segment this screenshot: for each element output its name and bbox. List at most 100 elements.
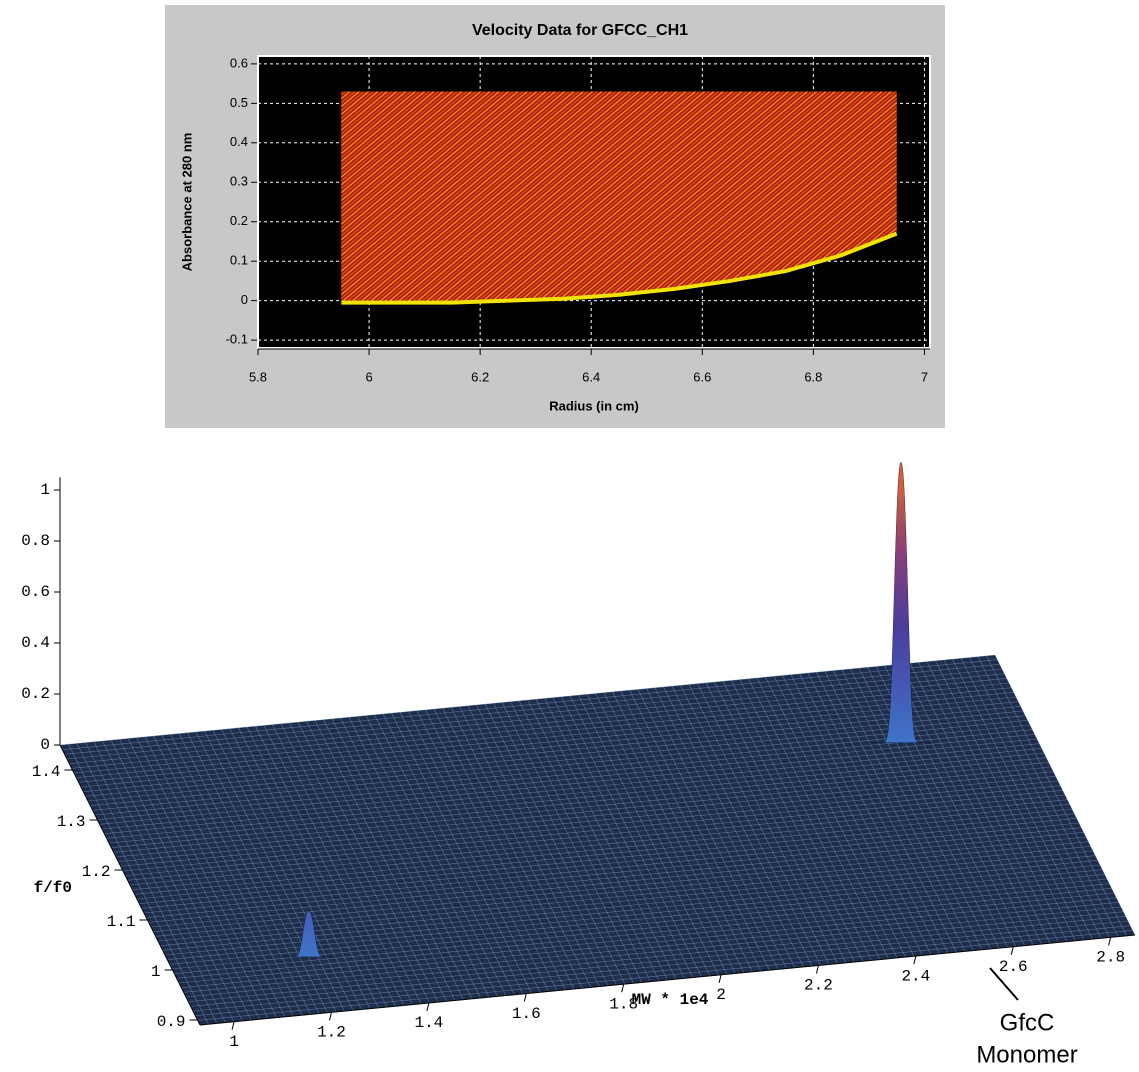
x-tick	[231, 1021, 235, 1030]
mesh-line	[122, 780, 1059, 872]
mesh-line	[71, 678, 1007, 769]
z-tick-label: 0.6	[21, 583, 50, 601]
mesh-line	[188, 911, 1124, 1002]
z-tick-label: 0	[40, 736, 50, 754]
mesh-line	[108, 752, 1045, 844]
y-tick-label: 1	[151, 963, 161, 981]
mesh-line	[195, 925, 1131, 1016]
x-tick-label: 2.6	[999, 958, 1028, 976]
x-tick-label: 6.6	[693, 369, 711, 384]
mesh-line	[167, 869, 1103, 960]
z-tick-label: 0.2	[21, 685, 50, 703]
mesh-line	[176, 888, 1112, 979]
plot-border	[257, 55, 931, 349]
y-tick-label: 0.5	[230, 95, 248, 110]
x-tick-label: 2	[716, 986, 726, 1004]
mesh-line	[141, 818, 1077, 909]
mesh-line	[178, 892, 1115, 984]
mesh-line	[190, 916, 1126, 1007]
mesh-line	[162, 860, 1098, 951]
x-tick	[815, 965, 819, 974]
mesh-line	[106, 748, 1042, 839]
x-tick-label: 2.8	[1096, 949, 1125, 967]
mesh-line	[111, 757, 1047, 848]
mesh-line	[197, 930, 1133, 1021]
mesh-line	[69, 673, 1005, 764]
x-axis-3d	[199, 934, 1136, 1026]
y-tick-label: 0.6	[230, 55, 248, 70]
x-tick	[621, 984, 625, 993]
annotation: GfcC	[1000, 1009, 1055, 1036]
mesh-line	[129, 794, 1066, 886]
x-tick-label: 1.4	[414, 1014, 443, 1032]
x-tick-label: 5.8	[249, 369, 267, 384]
y-tick-label: 0.9	[157, 1013, 186, 1031]
x-tick	[523, 993, 527, 1002]
annotation-pointer	[989, 967, 1019, 1001]
annotation: Monomer	[976, 1041, 1077, 1068]
x-tick	[426, 1002, 430, 1012]
mesh-line	[73, 682, 1010, 774]
mesh-line	[157, 850, 1094, 942]
mesh-line	[99, 734, 1035, 825]
mesh-line	[64, 664, 1000, 755]
mesh-line	[80, 696, 1017, 788]
mesh-line	[97, 729, 1033, 820]
y-axis-3d	[59, 744, 201, 1026]
mesh-line	[83, 701, 1019, 792]
mesh-line	[92, 720, 1028, 811]
mesh-line	[85, 706, 1021, 797]
z-tick-label: 1	[40, 481, 50, 499]
mesh-line	[164, 864, 1101, 956]
x-axis-label-3d: MW * 1e4	[632, 991, 709, 1009]
x-tick	[1108, 937, 1112, 946]
mesh-line	[127, 790, 1063, 881]
x-tick-label: 2.2	[804, 977, 833, 995]
mesh-line	[118, 771, 1054, 862]
y-tick-label: 1.2	[82, 863, 111, 881]
x-tick	[328, 1012, 332, 1021]
band-texture	[341, 91, 897, 301]
y-tick-label: 0.4	[230, 134, 248, 149]
mesh-line	[139, 813, 1075, 904]
mesh-line	[146, 827, 1082, 918]
x-tick-label: 2.4	[901, 967, 930, 985]
x-tick-label: 6	[365, 369, 372, 384]
x-axis-label: Radius (in cm)	[549, 398, 639, 413]
x-tick-label: 1.6	[512, 1005, 541, 1023]
mesh-line	[76, 687, 1012, 778]
mesh-line	[143, 822, 1080, 914]
mesh-line	[174, 883, 1110, 974]
mesh-line	[136, 808, 1073, 900]
x-tick-label: 6.2	[471, 369, 489, 384]
x-tick	[1010, 946, 1014, 955]
mesh-line	[62, 659, 998, 750]
mesh-line	[59, 654, 996, 746]
mesh-line	[66, 668, 1003, 760]
y-tick-label: 1.4	[32, 763, 61, 781]
mesh-line	[104, 743, 1040, 834]
y-tick-label: 1.1	[107, 913, 136, 931]
band-bottom-edge	[341, 231, 898, 305]
mesh-line	[183, 902, 1119, 993]
x-tick	[913, 955, 917, 965]
x-tick-label: 6.4	[582, 369, 600, 384]
z-tick-label: 0.4	[21, 634, 50, 652]
mesh-line	[78, 692, 1014, 783]
mesh-line	[120, 776, 1056, 867]
chart-title: Velocity Data for GFCC_CH1	[472, 22, 688, 39]
y-tick-label: 0	[241, 292, 248, 307]
x-tick-label: 6.8	[804, 369, 822, 384]
y-tick-label: -0.1	[226, 332, 248, 347]
y-tick-label: 0.3	[230, 174, 248, 189]
z-tick-label: 0.8	[21, 532, 50, 550]
mesh-line	[150, 836, 1087, 928]
peak	[281, 910, 337, 958]
mesh-line	[101, 738, 1038, 830]
x-tick	[718, 974, 722, 983]
mesh-line	[132, 799, 1068, 890]
mesh-line	[125, 785, 1061, 876]
y-axis-label-3d: f/f0	[34, 879, 72, 897]
